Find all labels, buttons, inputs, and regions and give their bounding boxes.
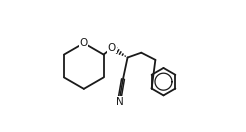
Text: O: O (80, 38, 88, 48)
Text: N: N (116, 97, 123, 107)
Text: O: O (108, 43, 116, 53)
